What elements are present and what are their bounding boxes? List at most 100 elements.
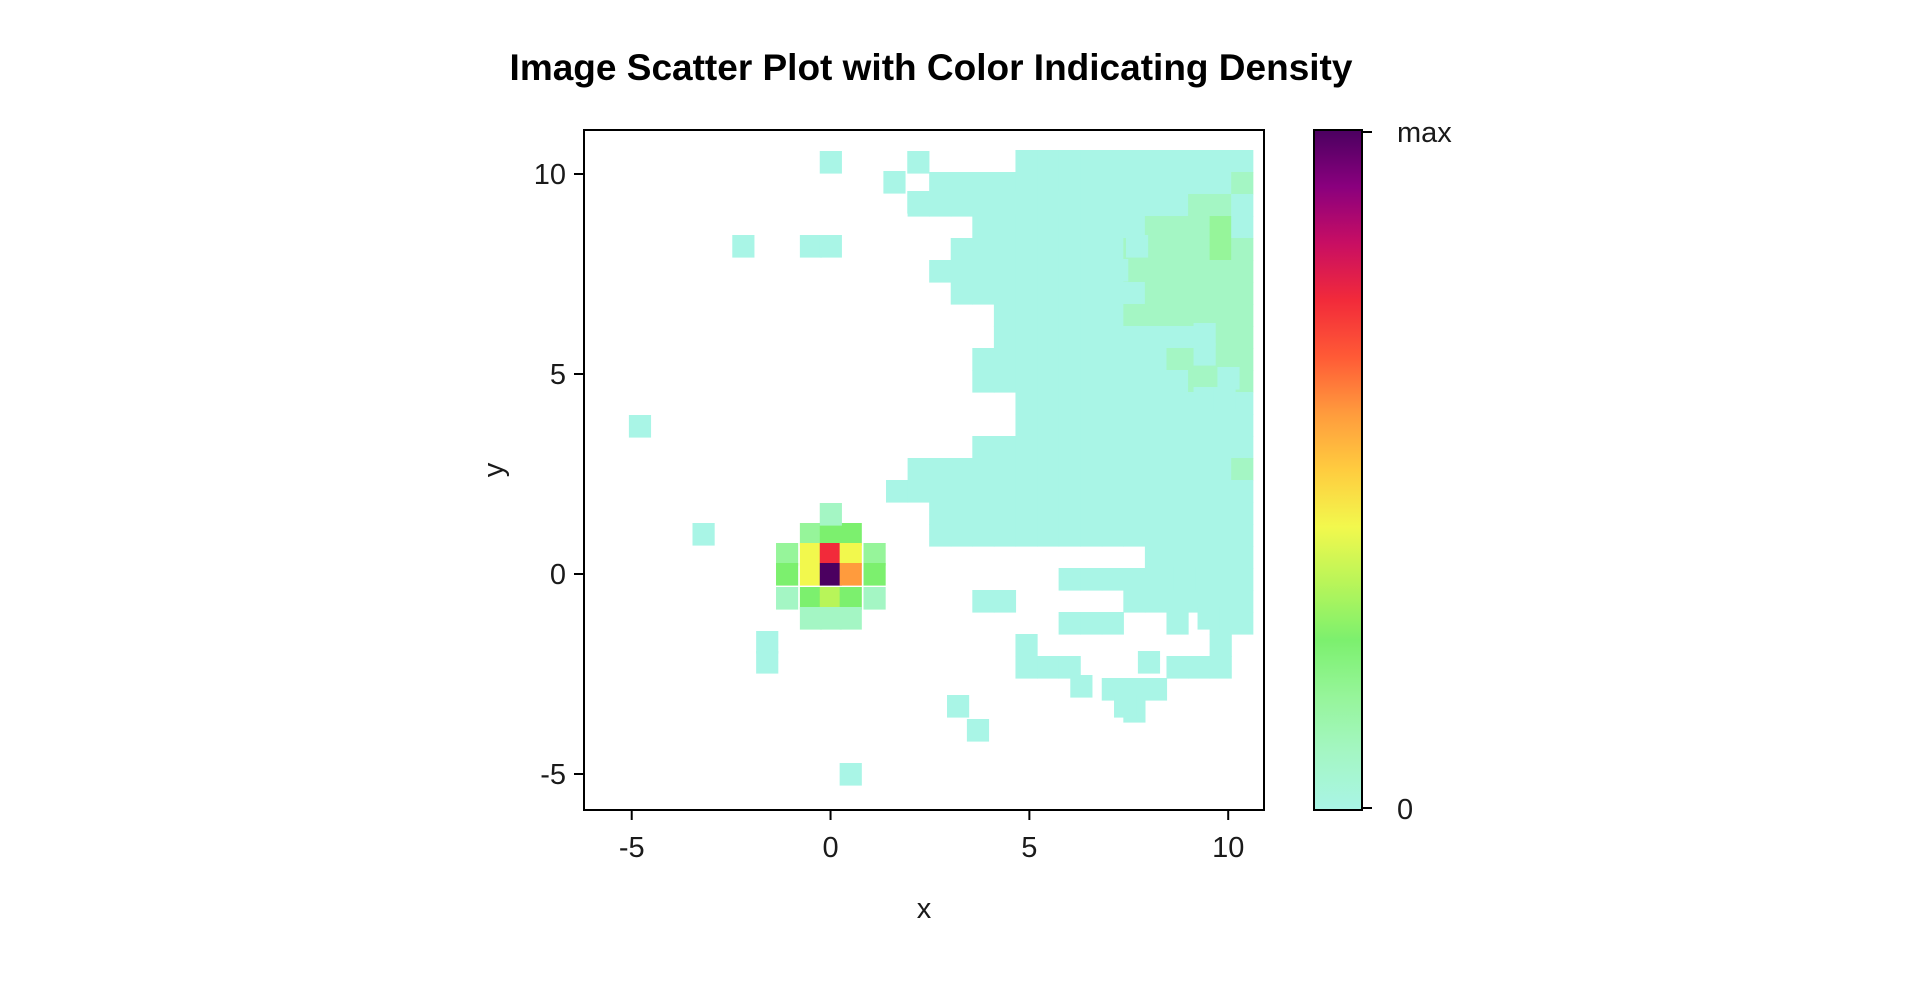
density-cell — [1123, 414, 1146, 437]
density-cell — [1231, 502, 1254, 525]
density-cell — [799, 607, 823, 630]
chart-title: Image Scatter Plot with Color Indicating… — [510, 47, 1353, 88]
colorbar-gradient — [1313, 129, 1363, 811]
density-cell — [1209, 150, 1232, 173]
density-cell — [1123, 326, 1146, 349]
density-cell — [1015, 502, 1038, 525]
density-cell — [972, 282, 995, 305]
density-cell — [1101, 524, 1124, 547]
density-cell — [1037, 458, 1060, 481]
density-cell — [1080, 370, 1103, 393]
density-cell — [1080, 326, 1103, 349]
density-cell — [1188, 414, 1211, 437]
density-cell — [776, 543, 799, 566]
density-cell — [1209, 568, 1232, 591]
density-cell — [1166, 370, 1189, 393]
density-cell — [863, 587, 886, 610]
density-cell — [1037, 282, 1060, 305]
density-cell — [1144, 194, 1168, 217]
density-cell — [972, 348, 995, 371]
density-cell — [1144, 348, 1168, 371]
density-cell — [929, 502, 952, 525]
density-cell — [1080, 480, 1103, 503]
density-cell — [776, 587, 799, 610]
density-cell — [972, 524, 995, 547]
density-cell — [929, 172, 952, 195]
density-cell — [1188, 304, 1211, 327]
density-cell — [929, 480, 952, 503]
density-cell — [1193, 387, 1216, 410]
density-cell — [950, 480, 973, 503]
density-cell — [883, 171, 906, 194]
density-cell — [1166, 502, 1189, 525]
density-cell — [1080, 414, 1103, 437]
density-cell — [1188, 370, 1211, 393]
density-cell — [1015, 348, 1038, 371]
density-cell — [1015, 524, 1038, 547]
plot-frame — [583, 129, 1265, 811]
y-tick-label: 10 — [534, 159, 566, 191]
density-cell — [1037, 480, 1060, 503]
density-cell — [692, 523, 715, 546]
density-cell — [950, 502, 973, 525]
density-cell — [1188, 194, 1211, 217]
density-cell — [1015, 370, 1038, 393]
density-cell — [972, 370, 995, 393]
density-cell — [1231, 260, 1254, 283]
density-cell — [1101, 238, 1124, 261]
density-cell — [1101, 348, 1124, 371]
density-cell — [1037, 414, 1060, 437]
density-cell — [1231, 238, 1254, 261]
density-cell — [1058, 480, 1081, 503]
density-cell — [1166, 172, 1189, 195]
density-cell — [1037, 304, 1060, 327]
density-cell — [1231, 150, 1254, 173]
density-cell — [993, 216, 1017, 239]
density-cell — [732, 235, 755, 258]
density-cell — [1123, 348, 1146, 371]
density-cell — [1166, 656, 1189, 679]
density-cell — [1209, 282, 1232, 305]
density-cell — [1123, 678, 1146, 701]
density-cell — [1015, 392, 1038, 415]
density-cell — [1123, 370, 1146, 393]
density-cell — [776, 563, 799, 586]
density-cell — [1058, 370, 1081, 393]
density-cell — [1231, 392, 1254, 415]
density-cell — [1015, 414, 1038, 437]
density-cell — [993, 194, 1017, 217]
density-cell — [1231, 304, 1254, 327]
density-cell — [1101, 326, 1124, 349]
density-cell — [1058, 172, 1081, 195]
density-cell — [993, 348, 1017, 371]
density-cell — [1058, 326, 1081, 349]
density-cell — [1015, 304, 1038, 327]
density-cell — [1015, 150, 1038, 173]
density-cell — [1209, 414, 1232, 437]
density-cell — [1209, 304, 1232, 327]
density-cell — [1101, 282, 1124, 305]
density-cell — [993, 436, 1017, 459]
density-cell — [839, 543, 862, 566]
density-cell — [1123, 304, 1146, 327]
density-cell — [1166, 590, 1189, 613]
density-cell — [1209, 524, 1232, 547]
density-cell — [1123, 524, 1146, 547]
density-cell — [1101, 370, 1124, 393]
density-cell — [929, 194, 952, 217]
density-cell — [1144, 370, 1168, 393]
density-cell — [1144, 524, 1168, 547]
density-cell — [1038, 191, 1061, 214]
density-cell — [993, 480, 1017, 503]
density-cell — [1080, 568, 1103, 591]
density-cell — [819, 235, 842, 258]
density-cell — [819, 587, 842, 610]
density-cell — [929, 260, 952, 283]
density-cell — [993, 502, 1017, 525]
y-tick-label: 5 — [550, 359, 566, 391]
density-cell — [972, 172, 995, 195]
density-cell — [950, 172, 973, 195]
density-cell — [1144, 480, 1168, 503]
y-axis-title: y — [478, 462, 510, 477]
density-cell — [1217, 367, 1240, 390]
